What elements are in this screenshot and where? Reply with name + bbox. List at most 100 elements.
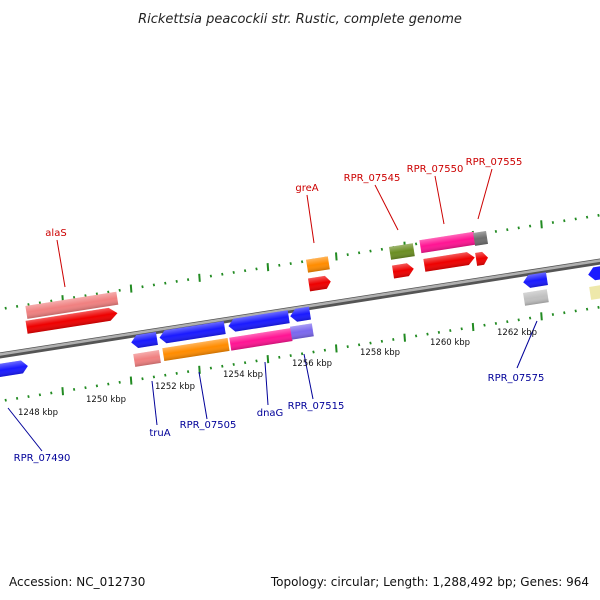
scale-tick — [95, 384, 99, 388]
scale-tick — [118, 288, 121, 292]
scale-tick — [141, 285, 144, 289]
scale-tick — [4, 306, 7, 310]
scale-label: 1254 kbp — [223, 370, 263, 380]
scale-label: 1256 kbp — [292, 359, 332, 369]
scale-tick — [164, 373, 167, 377]
scale-tick — [323, 348, 327, 352]
scale-tick — [369, 341, 372, 345]
scale-tick — [15, 396, 19, 400]
scale-tick — [437, 330, 441, 334]
scale-tick — [506, 320, 509, 324]
tick-track-bottom — [4, 305, 600, 402]
leader-rpr07575 — [516, 320, 538, 369]
scale-tick — [597, 305, 600, 309]
scale-tick — [278, 263, 281, 267]
accession: Accession: NC_012730 — [9, 575, 145, 589]
gene-rpr07515-arrow[interactable] — [289, 306, 311, 323]
label-alas: alaS — [45, 228, 66, 239]
gene-rpr07550-arrow[interactable] — [423, 251, 475, 272]
gene-rpr07490[interactable] — [0, 360, 29, 378]
gene-grea[interactable] — [306, 256, 330, 273]
gene-rpr07555[interactable] — [473, 230, 488, 246]
scale-tick — [346, 345, 349, 349]
scale-tick — [107, 290, 110, 294]
scale-tick — [232, 363, 235, 366]
scale-tick — [403, 333, 406, 342]
scale-tick — [278, 355, 281, 359]
gene-rpr07505[interactable] — [162, 337, 230, 362]
scale-tick — [255, 267, 258, 271]
scale-tick — [540, 312, 543, 321]
gene-edge-arrow[interactable] — [587, 265, 600, 281]
scale-tick — [152, 283, 156, 287]
gene-alas-arrow[interactable] — [25, 307, 119, 334]
scale-tick — [4, 398, 7, 402]
scale-tick — [95, 292, 99, 296]
gene-rpr07545-arrow[interactable] — [392, 262, 415, 279]
scale-tick — [483, 323, 486, 327]
label-trua: truA — [149, 428, 170, 439]
scale-tick — [289, 354, 292, 358]
scale-tick — [243, 361, 247, 365]
scale-tick — [232, 271, 235, 274]
label-rpr07505: RPR_07505 — [180, 420, 237, 431]
scale-tick — [209, 274, 213, 278]
scale-tick — [175, 279, 178, 283]
scale-tick — [38, 301, 42, 305]
gene-rpr07575-arrow[interactable] — [522, 272, 548, 289]
label-rpr07575: RPR_07575 — [488, 373, 545, 384]
scale-label: 1252 kbp — [155, 382, 195, 392]
gene-rpr07555-arrow[interactable] — [475, 251, 489, 266]
gene-rpr07545[interactable] — [389, 243, 415, 260]
scale-tick — [84, 386, 87, 390]
scale-tick — [517, 318, 520, 322]
gene-rpr07505-arrow[interactable] — [158, 321, 226, 344]
scale-tick — [585, 307, 589, 311]
gene-trua[interactable] — [133, 350, 161, 367]
scale-tick — [300, 260, 304, 264]
gene-edge-block[interactable] — [589, 284, 600, 300]
scale-tick — [585, 215, 589, 219]
scale-tick — [209, 366, 213, 370]
scale-tick — [494, 229, 498, 233]
gene-rpr07515[interactable] — [290, 323, 314, 340]
scale-tick — [563, 311, 566, 315]
scale-tick — [506, 228, 509, 232]
scale-tick — [563, 219, 566, 223]
gene-labels-bottom: RPR_07490 truA RPR_07505 dnaG RPR_07515 … — [14, 373, 545, 464]
scale-tick — [426, 332, 429, 336]
label-grea: greA — [295, 183, 318, 194]
genes-reverse — [0, 265, 600, 378]
scale-tick — [528, 224, 532, 228]
gene-labels-top: alaS greA RPR_07545 RPR_07550 RPR_07555 — [45, 157, 522, 239]
scale-tick — [517, 226, 520, 230]
leader-dnag — [264, 361, 269, 406]
gene-trua-arrow[interactable] — [130, 332, 158, 349]
scale-tick — [186, 370, 190, 374]
scale-tick — [369, 249, 372, 253]
scale-tick — [289, 262, 292, 266]
label-rpr07555: RPR_07555 — [466, 157, 523, 168]
scale-tick — [255, 359, 258, 363]
gene-rpr07575[interactable] — [523, 289, 549, 306]
scale-tick — [449, 329, 452, 333]
gene-dnag[interactable] — [229, 328, 293, 351]
genes-forward — [25, 230, 489, 334]
scale-tick — [540, 220, 543, 229]
scale-tick — [198, 273, 201, 282]
gene-grea-arrow[interactable] — [308, 275, 332, 292]
gene-rpr07550[interactable] — [419, 231, 476, 254]
scale-tick — [38, 393, 42, 397]
label-rpr07545: RPR_07545 — [344, 173, 401, 184]
genome-backbone-highlight — [0, 259, 600, 356]
gene-alas[interactable] — [25, 291, 119, 319]
label-rpr07550: RPR_07550 — [407, 164, 464, 175]
scale-tick — [15, 304, 19, 308]
scale-tick — [50, 299, 53, 303]
scale-tick — [129, 284, 133, 293]
scale-tick — [471, 322, 475, 332]
scale-label: 1258 kbp — [360, 348, 400, 358]
scale-tick — [335, 252, 338, 261]
scale-tick — [243, 269, 247, 273]
gene-dnag-arrow[interactable] — [227, 310, 290, 332]
